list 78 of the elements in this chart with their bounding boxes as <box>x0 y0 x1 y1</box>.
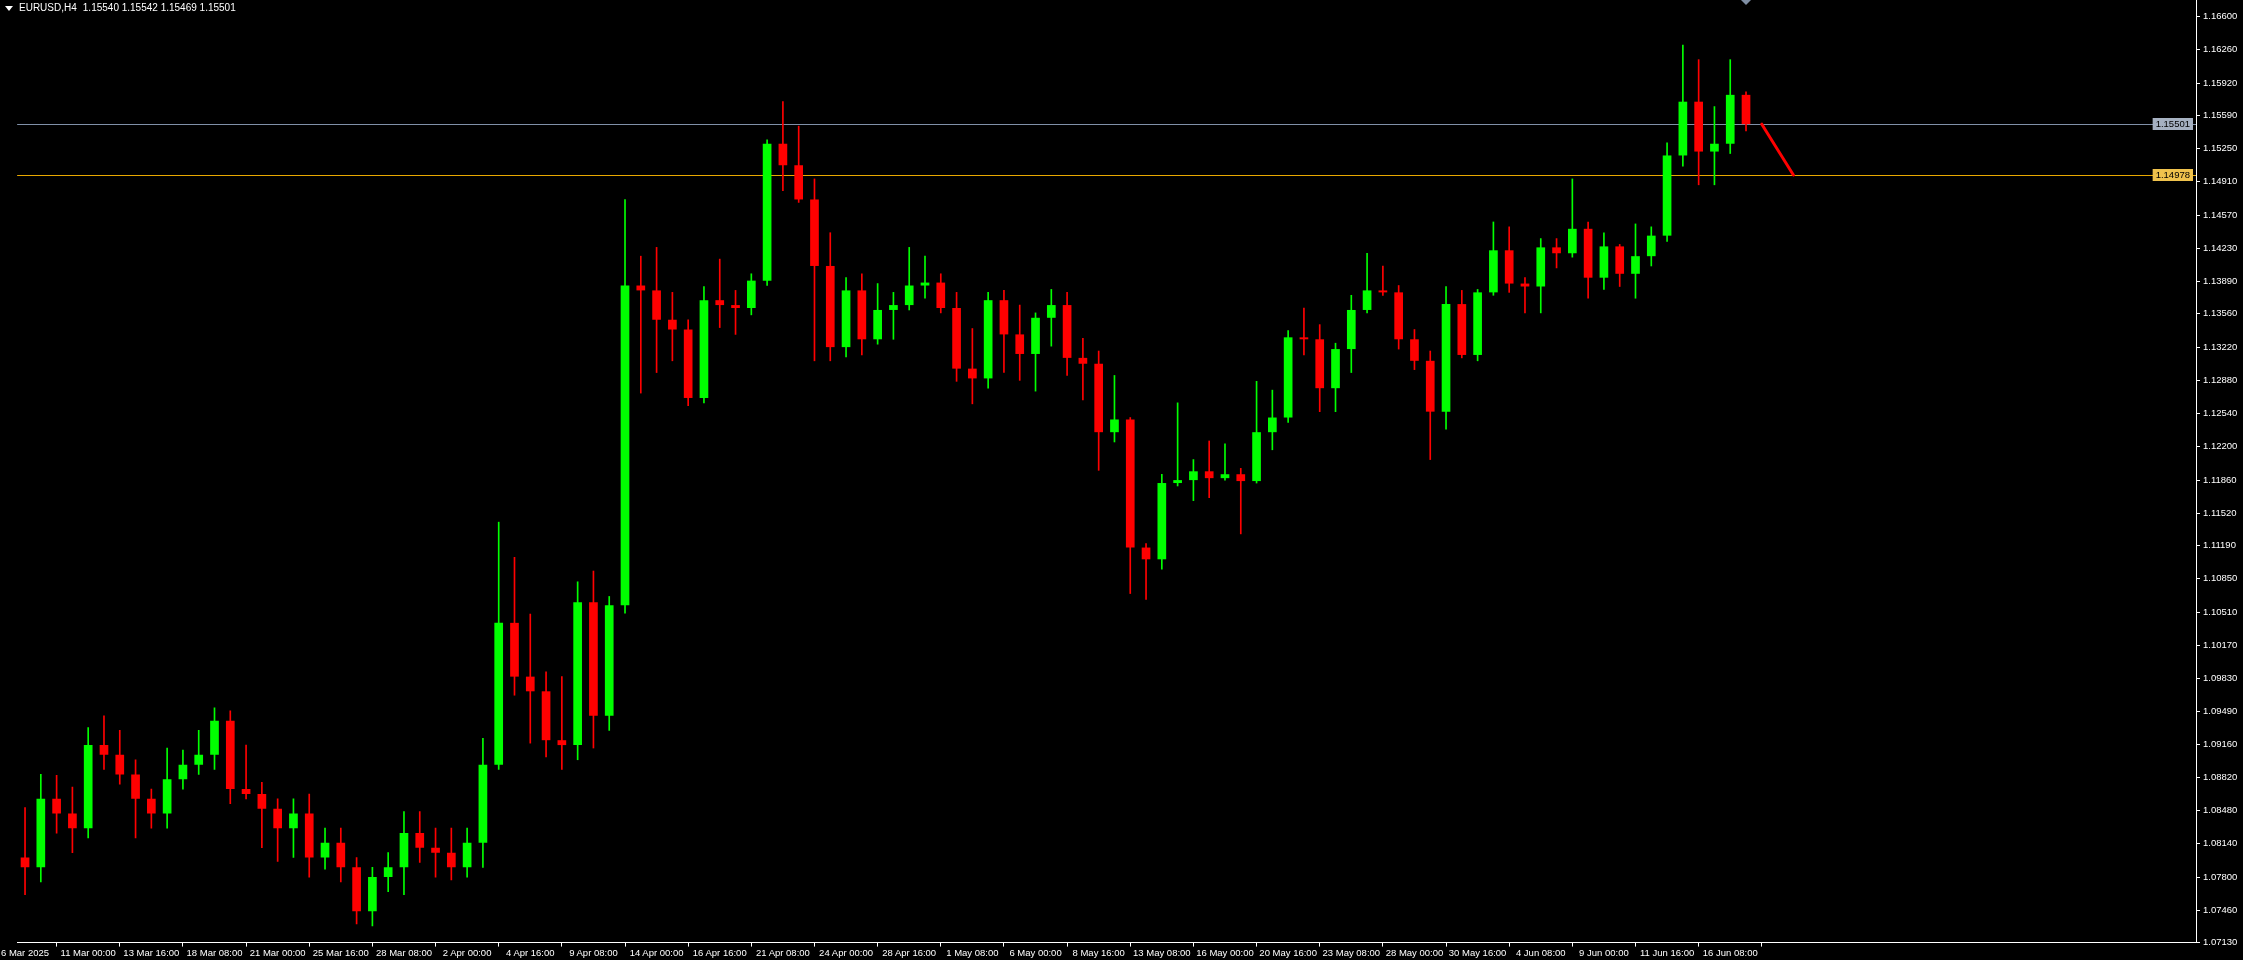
candlestick <box>99 715 109 770</box>
y-tick-label: 1.08820 <box>2203 770 2238 782</box>
chart-title: EURUSD,H4 <box>19 2 77 14</box>
x-tick-label: 6 May 00:00 <box>1009 946 1062 958</box>
ref-line-label: 1.15501 <box>2155 118 2190 130</box>
x-tick-label: 8 May 16:00 <box>1072 946 1125 958</box>
y-tick-label: 1.14910 <box>2203 175 2238 187</box>
y-tick-label: 1.12880 <box>2203 373 2238 385</box>
candlestick <box>257 781 267 849</box>
candlestick <box>1078 337 1088 401</box>
x-tick-label: 23 May 08:00 <box>1322 946 1381 958</box>
x-tick-label: 16 Jun 08:00 <box>1702 946 1758 958</box>
y-tick-label: 1.13560 <box>2203 307 2238 319</box>
x-tick-label: 18 Mar 08:00 <box>186 946 243 958</box>
candlestick <box>383 852 393 893</box>
x-tick-label: 24 Apr 00:00 <box>819 946 873 958</box>
x-tick-label: 11 Jun 16:00 <box>1639 946 1695 958</box>
ref-line-label: 1.14978 <box>2155 169 2190 181</box>
y-tick-label: 1.16600 <box>2203 10 2238 22</box>
y-tick-label: 1.09160 <box>2203 737 2238 749</box>
candlestick <box>778 101 788 191</box>
x-tick-label: 28 Apr 16:00 <box>882 946 937 958</box>
x-tick-label: 4 Apr 16:00 <box>505 946 555 958</box>
candlestick <box>241 744 251 800</box>
y-tick-label: 1.07800 <box>2203 870 2238 882</box>
x-tick-label: 9 Apr 08:00 <box>569 946 618 958</box>
x-tick-label: 21 Apr 08:00 <box>755 946 810 958</box>
x-tick-label: 2 Apr 00:00 <box>442 946 492 958</box>
candlestick <box>715 258 725 328</box>
candlestick <box>1046 289 1056 347</box>
x-tick-label: 4 Jun 08:00 <box>1515 946 1566 958</box>
x-tick-label: 30 May 16:00 <box>1448 946 1507 958</box>
x-tick-label: 9 Jun 00:00 <box>1579 946 1629 958</box>
x-tick-label: 6 Mar 2025 <box>1 946 50 958</box>
y-tick-label: 1.13220 <box>2203 340 2238 352</box>
y-tick-label: 1.11190 <box>2203 539 2236 551</box>
y-tick-label: 1.14230 <box>2203 241 2238 253</box>
y-tick-label: 1.12540 <box>2203 407 2238 419</box>
x-tick-label: 13 Mar 16:00 <box>123 946 180 958</box>
candlestick <box>557 676 567 770</box>
candlestick <box>920 255 930 299</box>
y-tick-label: 1.07460 <box>2203 903 2238 915</box>
x-tick-label: 28 May 00:00 <box>1385 946 1444 958</box>
y-tick-label: 1.10170 <box>2203 638 2238 650</box>
x-tick-label: 1 May 08:00 <box>946 946 999 958</box>
y-tick-label: 1.16260 <box>2203 43 2238 55</box>
chart-subtitle: 1.15540 1.15542 1.15469 1.15501 <box>82 2 236 14</box>
y-tick-label: 1.07130 <box>2203 936 2238 948</box>
y-tick-label: 1.13890 <box>2203 275 2238 287</box>
candlestick <box>1378 265 1388 296</box>
x-tick-label: 25 Mar 16:00 <box>312 946 369 958</box>
y-tick-label: 1.15250 <box>2203 142 2238 154</box>
x-tick-label: 20 May 16:00 <box>1259 946 1317 958</box>
y-tick-label: 1.11860 <box>2203 473 2237 485</box>
candlestick <box>525 613 535 744</box>
y-tick-label: 1.15590 <box>2203 109 2238 121</box>
x-tick-label: 13 May 08:00 <box>1133 946 1191 958</box>
candlestick <box>1204 440 1214 499</box>
y-tick-label: 1.12200 <box>2203 440 2238 452</box>
candlestick <box>194 730 204 775</box>
x-tick-label: 11 Mar 00:00 <box>60 946 116 958</box>
x-tick-label: 21 Mar 00:00 <box>249 946 306 958</box>
x-tick-label: 14 Apr 00:00 <box>629 946 684 958</box>
candlestick <box>1299 307 1309 356</box>
x-tick-label: 16 Apr 16:00 <box>692 946 747 958</box>
candlestick <box>1236 468 1246 535</box>
candlestick <box>1220 443 1230 481</box>
y-tick-label: 1.09830 <box>2203 672 2238 684</box>
y-tick-label: 1.10510 <box>2203 605 2238 617</box>
y-tick-label: 1.15920 <box>2203 76 2238 88</box>
y-tick-label: 1.14570 <box>2203 208 2238 220</box>
x-tick-label: 16 May 00:00 <box>1196 946 1254 958</box>
y-tick-label: 1.08480 <box>2203 804 2238 816</box>
x-tick-label: 28 Mar 08:00 <box>375 946 432 958</box>
y-tick-label: 1.09490 <box>2203 705 2238 717</box>
y-tick-label: 1.11520 <box>2203 506 2237 518</box>
y-tick-label: 1.10850 <box>2203 572 2238 584</box>
y-tick-label: 1.08140 <box>2203 837 2238 849</box>
